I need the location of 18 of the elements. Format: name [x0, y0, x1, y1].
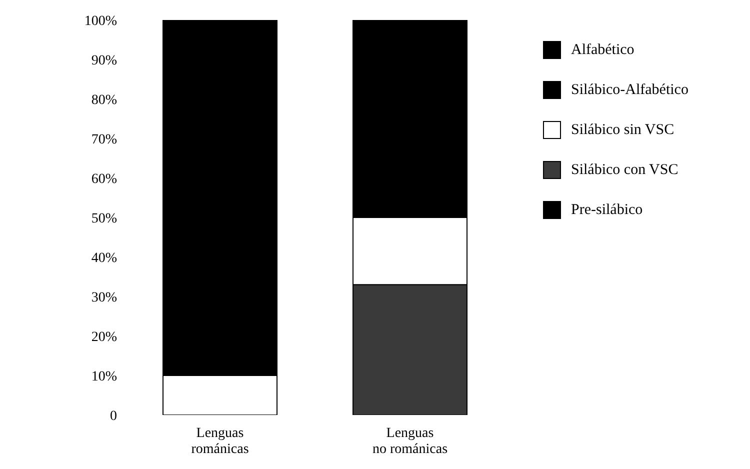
y-tick-label: 50%: [91, 211, 118, 226]
y-tick-label: 90%: [91, 53, 118, 68]
legend-label: Pre-silábico: [571, 202, 643, 218]
legend-label: Silábico sin VSC: [571, 122, 674, 138]
legend-label: Silábico con VSC: [571, 162, 678, 178]
y-tick-label: 0: [110, 408, 117, 424]
y-tick-label: 100%: [84, 14, 118, 29]
y-tick-label: 70%: [91, 132, 118, 148]
y-tick-label: 60%: [91, 172, 118, 187]
y-tick-label: 10%: [91, 369, 118, 384]
legend-label: Silábico-Alfabético: [571, 82, 688, 98]
y-tick-label: 80%: [91, 92, 118, 108]
legend-label: Alfabético: [571, 42, 634, 58]
y-tick-label: 30%: [91, 290, 118, 306]
x-tick-label: Lenguas no románicas: [372, 426, 448, 457]
y-tick-label: 40%: [91, 250, 118, 266]
y-tick-label: 20%: [91, 330, 118, 345]
x-tick-label: Lenguas románicas: [191, 426, 249, 457]
